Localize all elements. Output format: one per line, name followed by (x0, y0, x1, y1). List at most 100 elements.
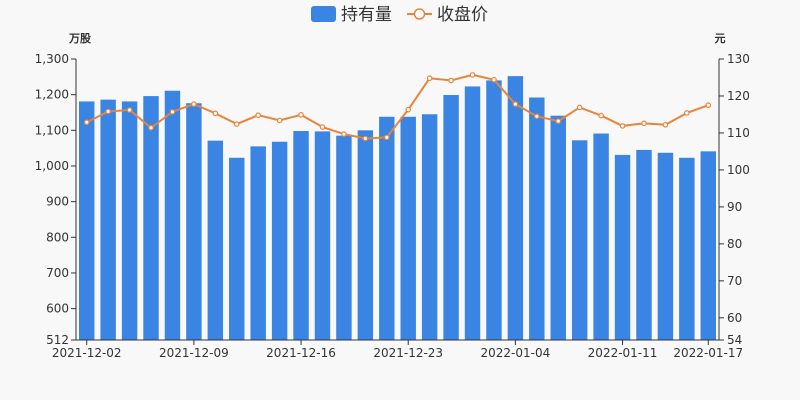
x-axis-tick-label: 2021-12-09 (159, 346, 229, 360)
legend-bar-swatch (311, 6, 336, 22)
bar-holdings[interactable] (614, 154, 631, 340)
line-point-close-price[interactable] (705, 102, 712, 109)
bar-holdings[interactable] (421, 114, 438, 341)
line-point-close-price[interactable] (426, 75, 433, 82)
legend: 持有量 收盘价 (311, 5, 488, 25)
left-axis-tick-label: 700 (46, 266, 69, 280)
line-point-close-price[interactable] (555, 118, 562, 124)
bar-holdings[interactable] (250, 146, 266, 340)
line-point-close-price[interactable] (191, 101, 197, 107)
line-point-close-price[interactable] (576, 104, 583, 111)
line-point-close-price[interactable] (255, 112, 261, 119)
line-point-close-price[interactable] (362, 135, 369, 142)
line-point-close-price[interactable] (534, 113, 540, 120)
x-axis-tick-label: 2021-12-23 (373, 346, 443, 360)
legend-line-marker (413, 8, 426, 20)
bar-holdings[interactable] (593, 133, 609, 340)
right-axis-tick-label: 90 (727, 200, 742, 214)
right-axis-tick-label: 80 (727, 237, 742, 251)
left-axis-tick-label: 512 (46, 333, 69, 347)
left-axis-tick-label: 1,200 (35, 88, 69, 102)
line-point-close-price[interactable] (341, 131, 347, 137)
line-point-close-price[interactable] (405, 106, 412, 113)
bar-holdings[interactable] (636, 149, 652, 340)
line-point-close-price[interactable] (383, 134, 390, 141)
right-axis-tick-label: 100 (727, 163, 750, 177)
line-point-close-price[interactable] (169, 109, 176, 115)
line-close-price (86, 73, 709, 140)
right-axis-tick-label: 60 (727, 311, 742, 325)
bar-holdings[interactable] (464, 86, 481, 341)
bar-holdings[interactable] (486, 80, 502, 341)
bar-holdings[interactable] (529, 97, 545, 340)
left-axis-tick-label: 600 (46, 302, 69, 316)
line-point-close-price[interactable] (641, 120, 647, 127)
line-series (83, 72, 712, 142)
line-point-close-price[interactable] (662, 122, 669, 128)
bar-holdings[interactable] (207, 140, 224, 340)
right-axis-tick-label: 130 (727, 52, 750, 66)
bar-holdings[interactable] (143, 96, 159, 340)
line-point-close-price[interactable] (619, 123, 626, 129)
x-axis-tick-label: 2022-01-11 (588, 346, 658, 360)
x-axis-tick-label: 2021-12-16 (266, 346, 336, 360)
x-axis-tick-label: 2022-01-17 (673, 346, 743, 360)
right-axis-tick-label: 120 (727, 89, 750, 103)
bar-series (79, 76, 716, 341)
bar-holdings[interactable] (657, 152, 674, 340)
axes: 512 600 700 800 900 1,000 1,100 1,200 1,300 54 60 7… (35, 52, 750, 360)
x-axis-tick-label: 2021-12-02 (52, 346, 122, 360)
right-axis-tick-label: 70 (727, 274, 742, 288)
bar-holdings[interactable] (379, 116, 395, 341)
bar-holdings[interactable] (443, 95, 459, 341)
bar-holdings[interactable] (507, 76, 524, 341)
right-axis-unit: 元 (715, 32, 726, 45)
left-axis-unit: 万股 (68, 32, 92, 45)
bar-holdings[interactable] (121, 101, 138, 340)
legend-item-holdings[interactable]: 持有量 (311, 5, 392, 25)
line-point-close-price[interactable] (298, 112, 304, 118)
line-point-close-price[interactable] (598, 112, 604, 119)
line-point-close-price[interactable] (448, 77, 454, 84)
bar-holdings[interactable] (679, 157, 695, 340)
bar-holdings[interactable] (100, 99, 116, 341)
left-axis-tick-label: 1,300 (35, 52, 69, 66)
line-point-close-price[interactable] (319, 124, 326, 130)
line-point-close-price[interactable] (491, 76, 497, 83)
left-axis-tick-label: 1,100 (35, 123, 69, 137)
bar-holdings[interactable] (571, 140, 588, 340)
line-point-close-price[interactable] (276, 117, 283, 124)
bar-holdings[interactable] (293, 131, 309, 340)
left-axis-tick-label: 1,000 (35, 159, 69, 173)
bar-holdings[interactable] (700, 151, 716, 340)
x-axis-tick-label: 2022-01-04 (481, 346, 551, 360)
line-point-close-price[interactable] (105, 108, 111, 115)
legend-label-close-price: 收盘价 (437, 5, 488, 25)
line-point-close-price[interactable] (83, 119, 90, 126)
line-point-close-price[interactable] (512, 101, 519, 107)
bar-holdings[interactable] (336, 135, 352, 340)
line-point-close-price[interactable] (126, 107, 133, 113)
bar-holdings[interactable] (314, 131, 331, 340)
right-axis-tick-label: 54 (727, 333, 742, 347)
line-point-close-price[interactable] (212, 110, 219, 117)
legend-label-holdings: 持有量 (341, 5, 392, 25)
legend-item-close-price[interactable]: 收盘价 (407, 5, 488, 25)
bar-holdings[interactable] (271, 141, 288, 340)
bar-holdings[interactable] (79, 101, 95, 340)
bar-holdings[interactable] (400, 116, 416, 341)
right-axis-tick-label: 110 (727, 126, 750, 140)
line-point-close-price[interactable] (233, 121, 240, 127)
bar-holdings[interactable] (164, 90, 181, 341)
left-axis-tick-label: 800 (46, 230, 69, 244)
bar-holdings[interactable] (550, 115, 566, 340)
bar-holdings[interactable] (357, 130, 374, 340)
line-point-close-price[interactable] (469, 72, 476, 78)
left-axis-tick-label: 900 (46, 195, 69, 209)
line-point-close-price[interactable] (684, 110, 690, 116)
bar-holdings[interactable] (186, 103, 202, 340)
bar-holdings[interactable] (229, 157, 245, 340)
line-point-close-price[interactable] (148, 124, 154, 131)
